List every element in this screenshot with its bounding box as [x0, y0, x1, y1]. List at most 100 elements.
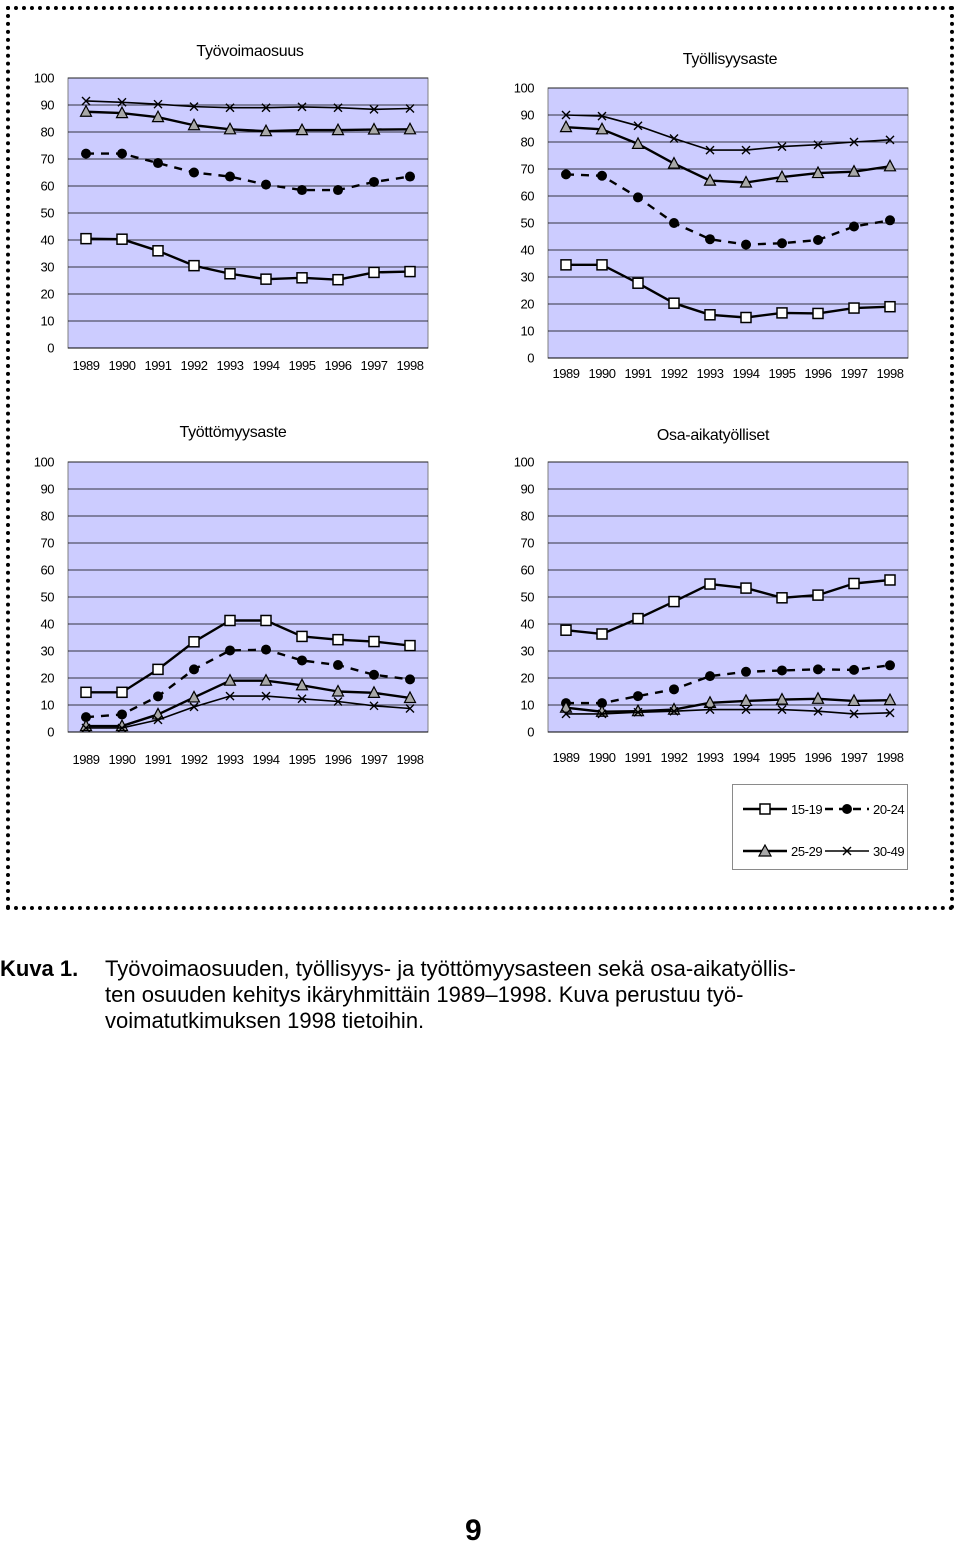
data-point-20-24	[369, 176, 379, 187]
data-point-15-19	[668, 297, 680, 309]
data-point-25-29	[115, 105, 129, 119]
data-point-15-19	[740, 582, 752, 594]
data-point-25-29	[259, 123, 273, 137]
data-point-15-19	[260, 614, 272, 627]
data-point-20-24	[885, 215, 895, 226]
x-tick-label: 1992	[661, 366, 688, 381]
legend-item-25-29: 25-29	[743, 841, 823, 861]
y-tick-label: 50	[41, 590, 55, 605]
series-line-30-49	[85, 100, 411, 111]
data-point-30-49	[885, 135, 895, 145]
y-tick-label: 20	[521, 671, 535, 686]
y-tick-label: 80	[521, 135, 535, 150]
data-point-15-19	[332, 273, 344, 286]
data-point-30-49	[333, 696, 343, 706]
y-tick-label: 60	[41, 179, 55, 194]
x-tick-label: 1998	[397, 358, 424, 373]
caption-line: Työvoimaosuuden, työllisyys- ja työttömy…	[105, 956, 796, 981]
data-point-30-49	[261, 103, 271, 113]
data-point-25-29	[667, 156, 681, 169]
caption-line: voimatutkimuksen 1998 tietoihin.	[105, 1008, 425, 1033]
y-tick-label: 20	[41, 671, 55, 686]
x-tick-label: 1991	[145, 752, 172, 767]
chart-osa-aikatyolliset: Osa-aikatyölliset 0 10 20 30 40 50 60 70 80 90 100 1…	[514, 427, 909, 765]
series-line-15-19	[566, 263, 891, 319]
data-point-30-49	[405, 704, 415, 714]
data-point-25-29	[883, 159, 897, 172]
data-point-15-19	[296, 630, 308, 643]
data-point-30-49	[849, 709, 859, 719]
page-number: 9	[465, 1514, 482, 1547]
data-point-15-19	[884, 300, 896, 313]
x-tick-label: 1997	[841, 366, 868, 381]
data-point-25-29	[703, 695, 717, 708]
data-point-30-49	[669, 706, 679, 716]
data-point-15-19	[704, 309, 716, 321]
x-tick-label: 1992	[181, 358, 208, 373]
figure-frame: Työvoimaosuus 0 10 20 30 40 50 60 70 80 90 100 1989 1…	[6, 6, 954, 910]
data-point-20-24	[81, 712, 91, 723]
data-point-25-29	[187, 117, 201, 131]
x-tick-label: 1993	[697, 366, 724, 381]
x-tick-label: 1995	[769, 366, 796, 381]
data-point-20-24	[741, 666, 751, 677]
data-point-30-49	[297, 102, 307, 112]
data-point-30-49	[741, 705, 751, 715]
y-tick-label: 10	[41, 698, 55, 713]
data-point-25-29	[403, 690, 417, 704]
x-tick-label: 1991	[625, 366, 652, 381]
data-point-20-24	[153, 158, 163, 169]
data-point-20-24	[333, 660, 343, 671]
data-point-15-19	[776, 592, 788, 604]
data-point-15-19	[848, 302, 860, 314]
data-point-30-49	[261, 691, 271, 701]
x-tick-label: 1996	[325, 752, 352, 767]
x-tick-label: 1990	[109, 358, 136, 373]
x-tick-label: 1997	[361, 358, 388, 373]
data-point-15-19	[560, 259, 572, 271]
data-point-30-49	[81, 723, 91, 733]
legend: 15-19 20-24 25-29 30-49	[732, 784, 908, 870]
chart-tyollisyysaste: Työllisyysaste 0 10 20 30 40 50 60 70 80 90 100 1989…	[514, 51, 909, 381]
data-point-20-24	[333, 185, 343, 196]
x-tick-label: 1992	[661, 750, 688, 765]
x-tick-label: 1994	[733, 750, 760, 765]
data-point-30-49	[777, 142, 787, 152]
data-point-20-24	[633, 192, 643, 203]
y-tick-label: 10	[41, 314, 55, 329]
y-tick-label: 30	[521, 270, 535, 285]
data-point-15-19	[812, 307, 824, 320]
legend-marker-square-icon	[743, 803, 787, 815]
x-tick-label: 1994	[733, 366, 760, 381]
x-tick-label: 1989	[553, 750, 580, 765]
data-point-15-19	[404, 639, 416, 652]
y-tick-label: 0	[527, 725, 534, 740]
data-point-15-19	[224, 614, 236, 627]
legend-label: 25-29	[791, 843, 823, 859]
series-line-25-29	[85, 110, 411, 133]
data-point-25-29	[559, 700, 573, 713]
data-point-15-19	[704, 578, 716, 590]
data-point-30-49	[885, 708, 895, 718]
legend-marker-x-icon	[825, 846, 869, 856]
data-point-30-49	[705, 705, 715, 715]
data-point-25-29	[295, 677, 309, 691]
data-point-30-49	[297, 694, 307, 704]
y-tick-label: 40	[521, 243, 535, 258]
y-tick-label: 100	[514, 455, 534, 470]
data-point-15-19	[776, 307, 788, 319]
data-point-15-19	[632, 612, 644, 625]
data-point-30-49	[81, 96, 91, 106]
data-point-20-24	[777, 238, 787, 249]
data-point-20-24	[81, 148, 91, 159]
data-point-20-24	[597, 170, 607, 181]
y-tick-label: 100	[34, 71, 54, 86]
x-tick-label: 1995	[769, 750, 796, 765]
data-point-15-19	[80, 686, 92, 699]
data-point-25-29	[595, 122, 609, 135]
y-tick-label: 60	[41, 563, 55, 578]
x-tick-label: 1996	[805, 366, 832, 381]
legend-item-30-49: 30-49	[825, 841, 905, 861]
y-tick-label: 90	[41, 98, 55, 113]
x-tick-label: 1991	[625, 750, 652, 765]
